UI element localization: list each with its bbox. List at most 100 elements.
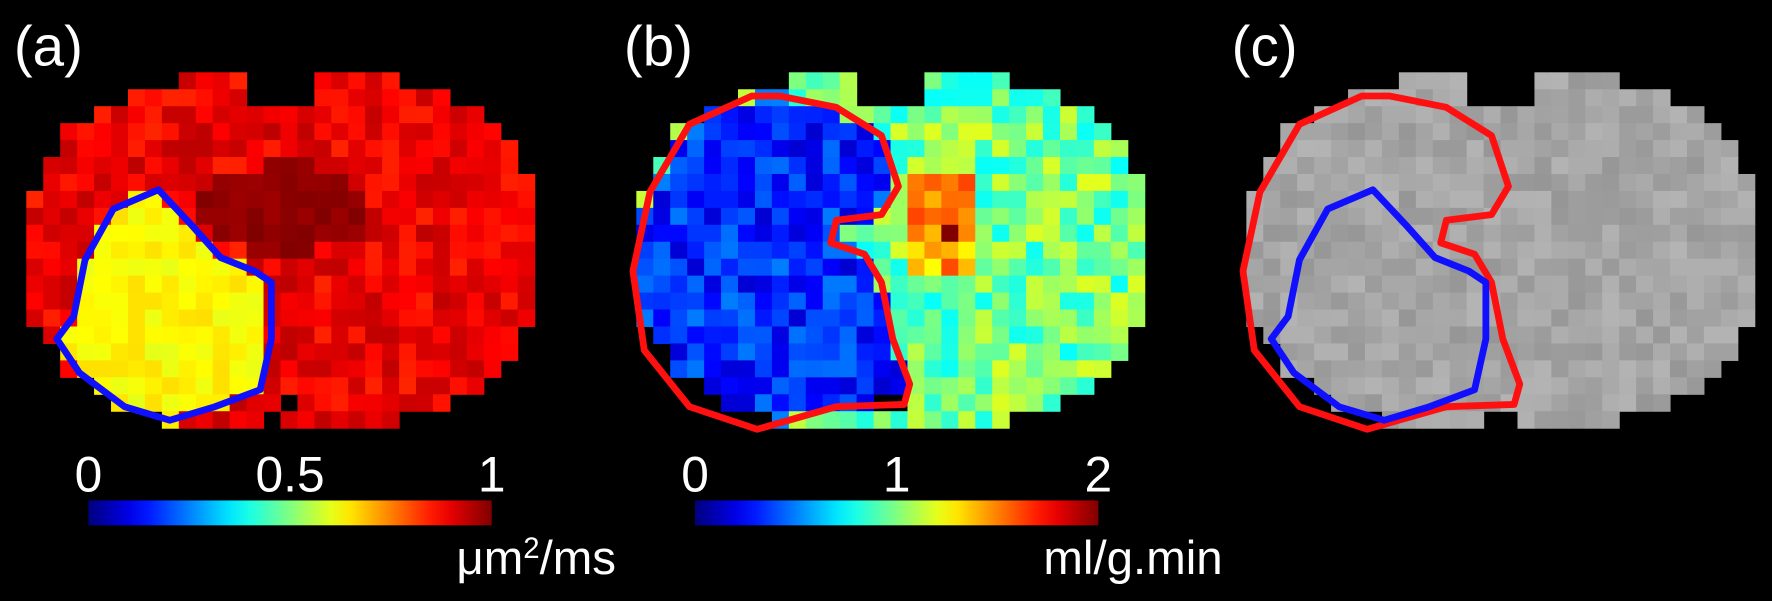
pixel — [670, 241, 688, 260]
pixel — [1059, 292, 1078, 311]
pixel — [856, 173, 875, 192]
pixel — [958, 89, 976, 107]
pixel — [1720, 190, 1739, 209]
pixel — [941, 224, 959, 243]
pixel — [212, 275, 231, 294]
pixel — [636, 275, 654, 294]
pixel — [1585, 173, 1603, 192]
pixel — [1551, 258, 1569, 277]
pixel — [958, 326, 976, 344]
pixel — [500, 173, 519, 192]
pixel — [1737, 292, 1756, 311]
pixel — [1331, 140, 1349, 158]
pixel — [1585, 343, 1603, 361]
pixel — [1602, 157, 1620, 175]
pixel — [331, 89, 349, 107]
pixel — [653, 275, 671, 294]
pixel — [365, 258, 383, 277]
pixel — [754, 241, 773, 260]
pixel — [1093, 360, 1112, 378]
pixel — [941, 140, 959, 158]
pixel — [1517, 106, 1536, 124]
pixel — [382, 106, 400, 124]
pixel — [1703, 224, 1722, 243]
pixel — [805, 343, 824, 361]
pixel — [924, 224, 942, 243]
pixel — [856, 343, 875, 361]
pixel — [975, 309, 993, 328]
pixel — [1534, 411, 1552, 429]
pixel — [924, 89, 942, 107]
pixel — [1364, 360, 1383, 378]
pixel — [161, 140, 180, 158]
pixel — [704, 326, 722, 344]
pixel — [721, 140, 739, 158]
pixel — [1568, 309, 1586, 328]
pixel — [771, 377, 790, 395]
pixel — [229, 343, 248, 361]
pixel — [975, 326, 993, 344]
pixel — [297, 173, 315, 192]
pixel — [924, 123, 942, 141]
pixel — [1466, 292, 1485, 311]
pixel — [1076, 241, 1095, 260]
pixel — [975, 207, 993, 226]
pixel — [432, 343, 451, 361]
pixel — [992, 72, 1010, 90]
pixel — [856, 360, 875, 378]
pixel — [382, 377, 400, 395]
pixel — [94, 309, 112, 328]
pixel — [314, 360, 332, 378]
pixel — [687, 258, 705, 277]
pixel — [771, 207, 790, 226]
pixel — [1686, 343, 1705, 361]
pixel — [687, 360, 705, 378]
pixel — [873, 377, 892, 395]
pixel — [1568, 224, 1586, 243]
pixel — [229, 140, 248, 158]
pixel — [1670, 343, 1688, 361]
pixel — [958, 275, 976, 294]
pixel — [178, 157, 197, 175]
pixel — [839, 258, 858, 277]
pixel — [280, 377, 298, 395]
pixel — [1026, 123, 1044, 141]
pixel — [26, 275, 44, 294]
pixel — [1737, 173, 1756, 192]
pixel — [1534, 360, 1552, 378]
pixel — [416, 173, 434, 192]
pixel — [94, 292, 112, 311]
pixel — [263, 157, 282, 175]
pixel — [1670, 106, 1688, 124]
pixel — [1398, 157, 1417, 175]
pixel — [1398, 326, 1417, 344]
pixel — [1602, 275, 1620, 294]
pixel — [1449, 343, 1468, 361]
pixel — [382, 360, 400, 378]
pixel — [1127, 173, 1146, 192]
pixel — [805, 360, 824, 378]
pixel — [1415, 157, 1434, 175]
pixel — [382, 241, 400, 260]
pixel — [399, 241, 417, 260]
pixel — [331, 411, 349, 429]
pixel — [1093, 241, 1112, 260]
pixel — [195, 377, 214, 395]
pixel — [229, 157, 248, 175]
pixel — [1551, 140, 1569, 158]
pixel — [822, 140, 841, 158]
roi-contour — [1267, 186, 1490, 424]
pixel — [1026, 207, 1044, 226]
pixel — [788, 275, 807, 294]
pixel — [297, 207, 315, 226]
pixel — [822, 72, 841, 90]
pixel — [1263, 190, 1281, 209]
pixel — [111, 207, 129, 226]
pixel — [975, 89, 993, 107]
pixel — [382, 292, 400, 311]
pixel — [907, 292, 925, 311]
pixel — [144, 394, 163, 412]
pixel — [365, 394, 383, 412]
pixel — [1670, 241, 1688, 260]
